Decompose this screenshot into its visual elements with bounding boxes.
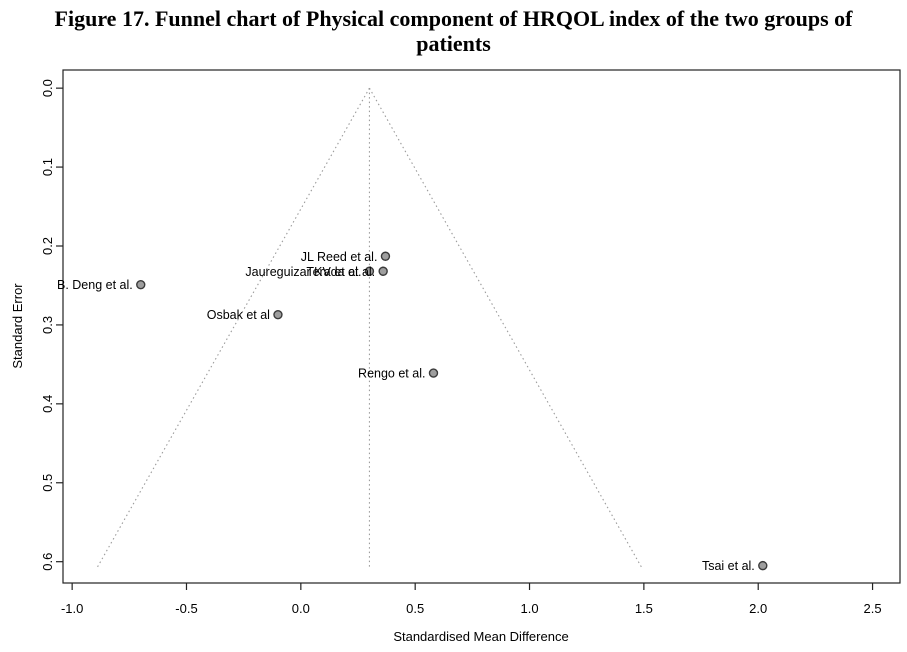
- y-axis-title: Standard Error: [10, 283, 25, 369]
- funnel-left-boundary-line: [96, 87, 370, 568]
- data-point: [378, 266, 388, 276]
- data-point: [428, 368, 439, 378]
- x-tick-label: -1.0: [61, 601, 83, 616]
- x-tick-label: 1.5: [635, 601, 653, 616]
- y-tick-label: 0.3: [40, 316, 55, 334]
- data-point: [136, 279, 146, 290]
- y-tick-label: 0.1: [40, 158, 55, 176]
- x-axis-title: Standardised Mean Difference: [393, 629, 568, 644]
- y-tick-label: 0.5: [40, 474, 55, 492]
- x-tick-label: 2.0: [749, 601, 767, 616]
- data-point: [758, 560, 768, 571]
- x-tick-label: 2.5: [864, 601, 882, 616]
- y-tick-label: 0.2: [40, 237, 55, 255]
- x-tick-label: 1.0: [520, 601, 538, 616]
- x-tick-label: -0.5: [175, 601, 197, 616]
- x-tick-label: 0.0: [292, 601, 310, 616]
- data-point: [364, 266, 375, 276]
- point-label: Terada et al.: [306, 265, 375, 279]
- point-label: Jaureguizar KV et al.: [245, 265, 361, 279]
- point-label: Osbak et al: [207, 308, 270, 322]
- y-tick-label: 0.0: [40, 79, 55, 97]
- plot-border: [62, 69, 901, 584]
- x-tick-label: 0.5: [406, 601, 424, 616]
- plot-area: -1.0 -0.5 0.0 0.5 1.0 1.5 2.0 2.5 0.0 0.1 0.2 0.3 0.…: [40, 69, 901, 616]
- point-label: B. Deng et al.: [57, 278, 133, 292]
- data-point: [273, 309, 283, 320]
- y-tick-label: 0.4: [40, 395, 55, 413]
- point-label: JL Reed et al.: [301, 250, 378, 264]
- y-tick-label: 0.6: [40, 553, 55, 571]
- point-label: Rengo et al.: [358, 367, 425, 381]
- point-label: Tsai et al.: [702, 559, 755, 573]
- data-point: [380, 251, 391, 261]
- figure-title-line2: patients: [416, 31, 491, 56]
- funnel-right-boundary-line: [368, 87, 642, 568]
- figure-title-line1: Figure 17. Funnel chart of Physical comp…: [54, 6, 853, 31]
- figure-title: Figure 17. Funnel chart of Physical comp…: [0, 6, 907, 56]
